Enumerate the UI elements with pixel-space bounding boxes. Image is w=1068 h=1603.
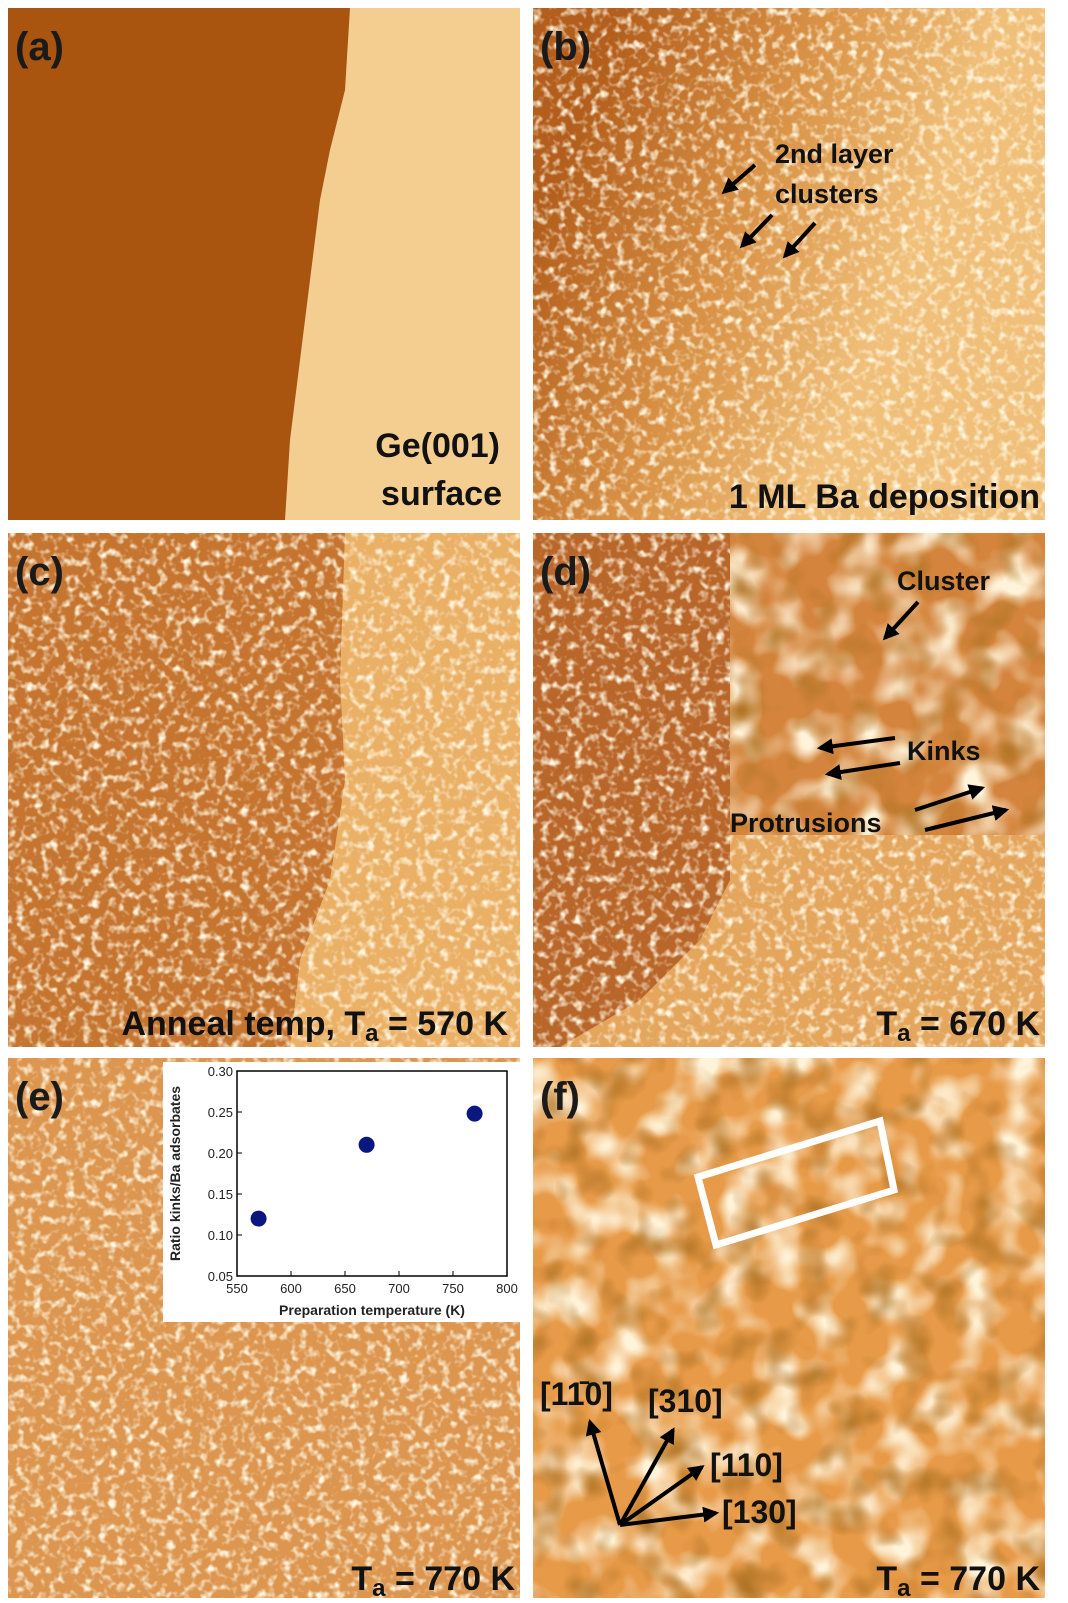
- panel-b: (b) 2nd layer clusters 1 ML Ba depositio…: [533, 8, 1045, 520]
- panel-label: (c): [15, 550, 64, 594]
- caption-sub: a: [372, 1575, 386, 1598]
- annotation: Protrusions: [730, 808, 882, 838]
- data-point: [251, 1211, 267, 1227]
- caption-part: T: [351, 1560, 372, 1598]
- caption-sub: a: [897, 1575, 911, 1598]
- direction-label: [11̄0]: [540, 1376, 613, 1412]
- caption-sub: a: [897, 1020, 911, 1047]
- y-axis-label: Ratio kinks/Ba adsorbates: [167, 1086, 183, 1261]
- caption: Ge(001): [375, 427, 500, 465]
- x-tick-label: 650: [334, 1281, 356, 1296]
- panel-label: (a): [15, 25, 64, 69]
- panel-label: (b): [540, 25, 591, 69]
- y-tick-label: 0.10: [208, 1228, 233, 1243]
- data-point: [359, 1137, 375, 1153]
- caption-part: T: [876, 1005, 897, 1043]
- panel-c: (c) Anneal temp, Ta = 570 K: [8, 533, 520, 1047]
- figure: (a) Ge(001) surface (b) 2nd layer cluste…: [0, 0, 1068, 1598]
- caption: Anneal temp, Ta = 570 K: [121, 1005, 508, 1047]
- texture: [533, 8, 1045, 520]
- y-tick-label: 0.20: [208, 1146, 233, 1161]
- data-point: [467, 1106, 483, 1122]
- caption-sub: a: [365, 1020, 379, 1047]
- y-tick-label: 0.25: [208, 1105, 233, 1120]
- x-tick-label: 700: [388, 1281, 410, 1296]
- annotation: clusters: [775, 179, 879, 209]
- direction-label: [310]: [648, 1383, 723, 1419]
- x-tick-label: 800: [496, 1281, 518, 1296]
- panel-label: (d): [540, 550, 591, 594]
- annotation: 2nd layer: [775, 139, 894, 169]
- direction-label: [110]: [710, 1447, 783, 1483]
- annotation: Cluster: [897, 566, 991, 596]
- texture: [730, 533, 1045, 835]
- direction-label: [130]: [722, 1494, 797, 1530]
- y-tick-label: 0.15: [208, 1187, 233, 1202]
- caption-part: Anneal temp, T: [121, 1005, 365, 1043]
- x-axis-label: Preparation temperature (K): [279, 1302, 465, 1318]
- caption-part: T: [876, 1560, 897, 1598]
- panel-label: (f): [540, 1075, 580, 1119]
- annotation: Kinks: [907, 736, 981, 766]
- caption-part: = 770 K: [911, 1560, 1041, 1598]
- y-tick-label: 0.05: [208, 1269, 233, 1284]
- x-tick-label: 750: [442, 1281, 464, 1296]
- caption: surface: [381, 475, 502, 513]
- y-tick-label: 0.30: [208, 1064, 233, 1079]
- caption-part: = 570 K: [379, 1005, 509, 1043]
- panel-f: (f) [11̄0] [310] [110] [130] Ta = 770 K: [533, 1058, 1045, 1598]
- caption-part: = 770 K: [386, 1560, 516, 1598]
- panel-label: (e): [15, 1075, 64, 1119]
- caption-part: = 670 K: [911, 1005, 1041, 1043]
- panel-a: (a) Ge(001) surface: [8, 8, 520, 520]
- x-tick-label: 600: [280, 1281, 302, 1296]
- texture: [8, 533, 520, 1047]
- caption: 1 ML Ba deposition: [729, 478, 1040, 516]
- panel-d: (d) Cluster Kinks Protrusions Ta = 670 K: [533, 533, 1045, 1047]
